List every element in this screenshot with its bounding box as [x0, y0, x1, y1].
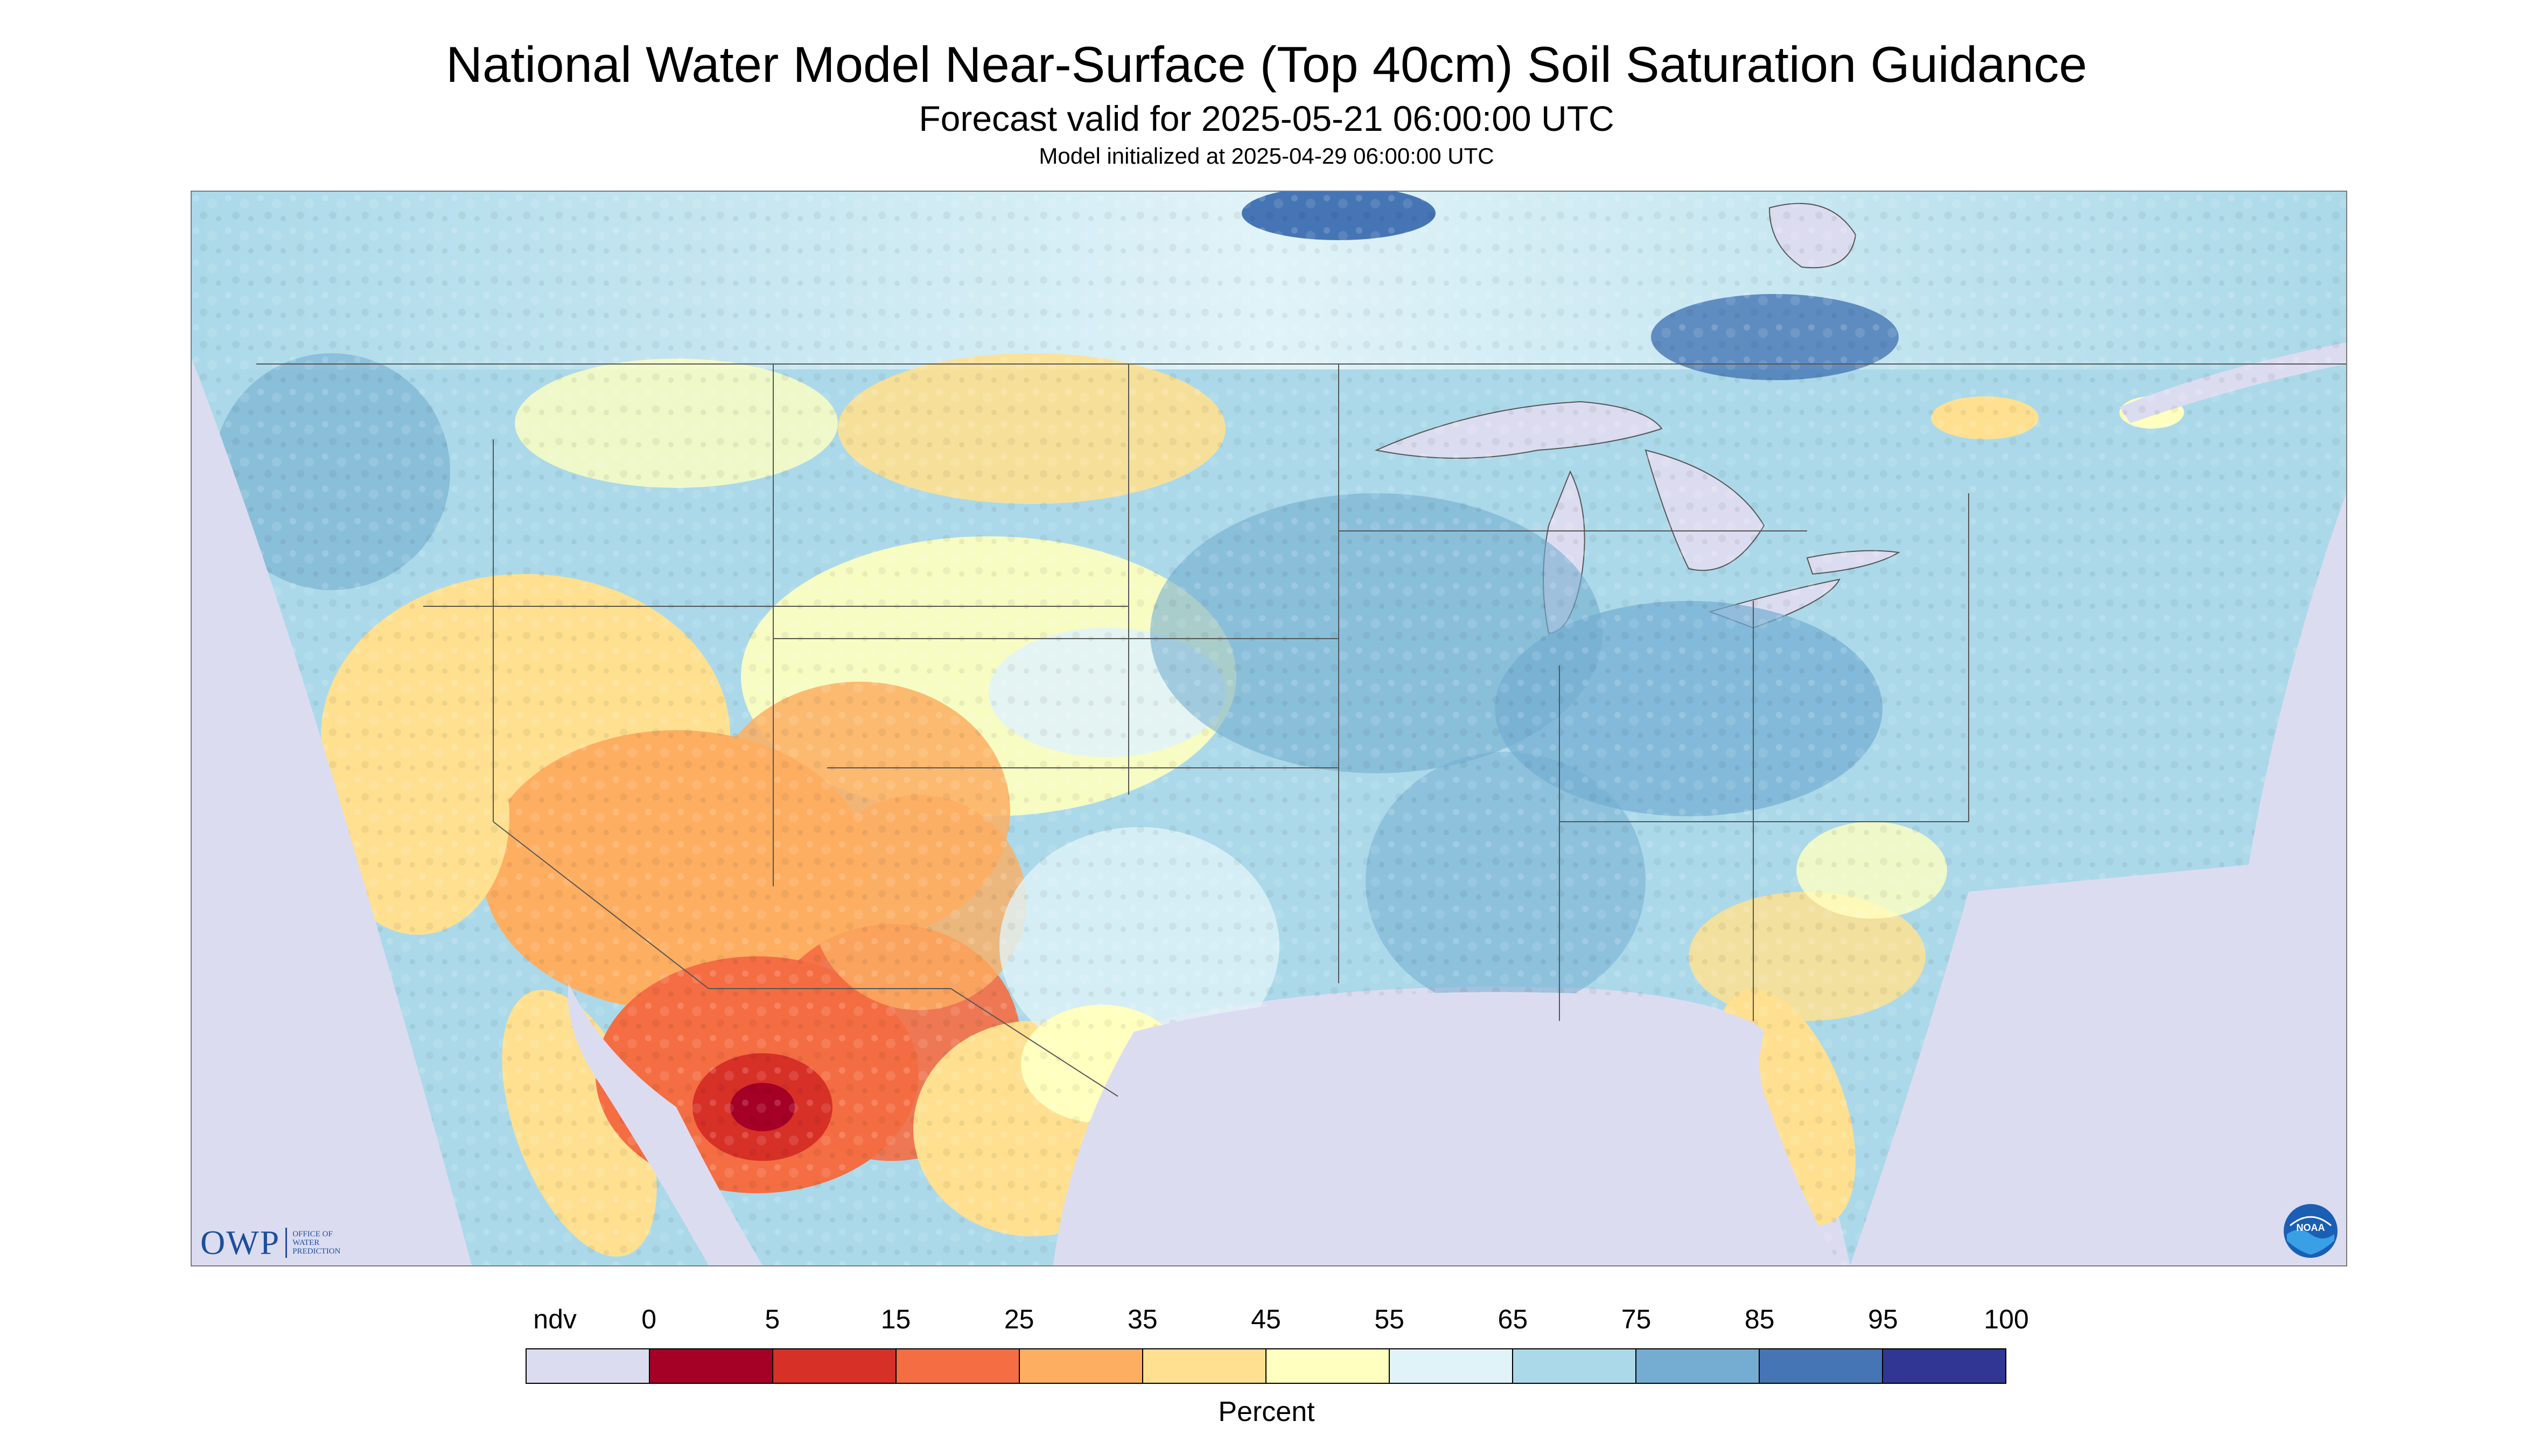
legend-tick-label: 45: [1251, 1304, 1281, 1334]
legend-tick-label: 55: [1374, 1304, 1404, 1334]
legend-tick-label: 5: [765, 1304, 780, 1334]
legend-swatch: [773, 1349, 897, 1383]
legend-swatch: [897, 1349, 1020, 1383]
noaa-logo: NOAA: [2284, 1204, 2338, 1258]
legend-color-bar: [526, 1348, 2006, 1384]
legend-tick-label: ndv: [533, 1304, 577, 1334]
legend-swatch: [1513, 1349, 1636, 1383]
legend-tick-label: 35: [1128, 1304, 1158, 1334]
legend-tick-label: 85: [1744, 1304, 1775, 1334]
map-subtitle: Forecast valid for 2025-05-21 06:00:00 U…: [919, 99, 1614, 138]
map-title: National Water Model Near-Surface (Top 4…: [446, 36, 2087, 93]
owp-logo-line: Office of: [292, 1230, 333, 1238]
owp-logo-text: Office of Water Prediction: [292, 1230, 340, 1256]
owp-logo-line: Prediction: [292, 1247, 341, 1256]
legend-swatch: [1760, 1349, 1883, 1383]
legend-tick-label: 15: [880, 1304, 911, 1334]
model-init-line: Model initialized at 2025-04-29 06:00:00…: [1039, 143, 1494, 169]
legend-tick-label: 95: [1868, 1304, 1898, 1334]
political-boundaries: [256, 363, 2346, 1097]
legend-tick-label: 100: [1984, 1304, 2029, 1334]
noaa-logo-text: NOAA: [2297, 1222, 2325, 1233]
owp-logo: OWP Office of Water Prediction: [200, 1226, 340, 1260]
legend-swatch: [1390, 1349, 1513, 1383]
title-block: National Water Model Near-Surface (Top 4…: [0, 32, 2533, 172]
owp-logo-line: Water: [292, 1238, 320, 1247]
owp-logo-mark: OWP: [200, 1223, 281, 1262]
legend-tick-label: 25: [1004, 1304, 1034, 1334]
legend-swatch: [1020, 1349, 1143, 1383]
legend-tick-label: 0: [641, 1304, 657, 1334]
legend-swatch: [527, 1349, 650, 1383]
legend-swatch: [1143, 1349, 1266, 1383]
map-panel: OWP Office of Water Prediction NOAA: [191, 191, 2347, 1266]
legend-unit-label: Percent: [1218, 1396, 1315, 1427]
color-legend: ndv 0 5 15 25 35 45 55 65 75 85 95 100: [526, 1303, 2029, 1411]
legend-tick-label: 75: [1621, 1304, 1652, 1334]
owp-logo-divider: [285, 1228, 288, 1258]
soil-saturation-map: [192, 192, 2346, 1265]
legend-swatch: [650, 1349, 773, 1383]
legend-swatch: [1266, 1349, 1390, 1383]
legend-swatch: [1883, 1349, 2005, 1383]
legend-tick-label: 65: [1498, 1304, 1528, 1334]
legend-swatch: [1636, 1349, 1760, 1383]
legend-tick-labels: ndv 0 5 15 25 35 45 55 65 75 85 95 100: [526, 1303, 2028, 1335]
